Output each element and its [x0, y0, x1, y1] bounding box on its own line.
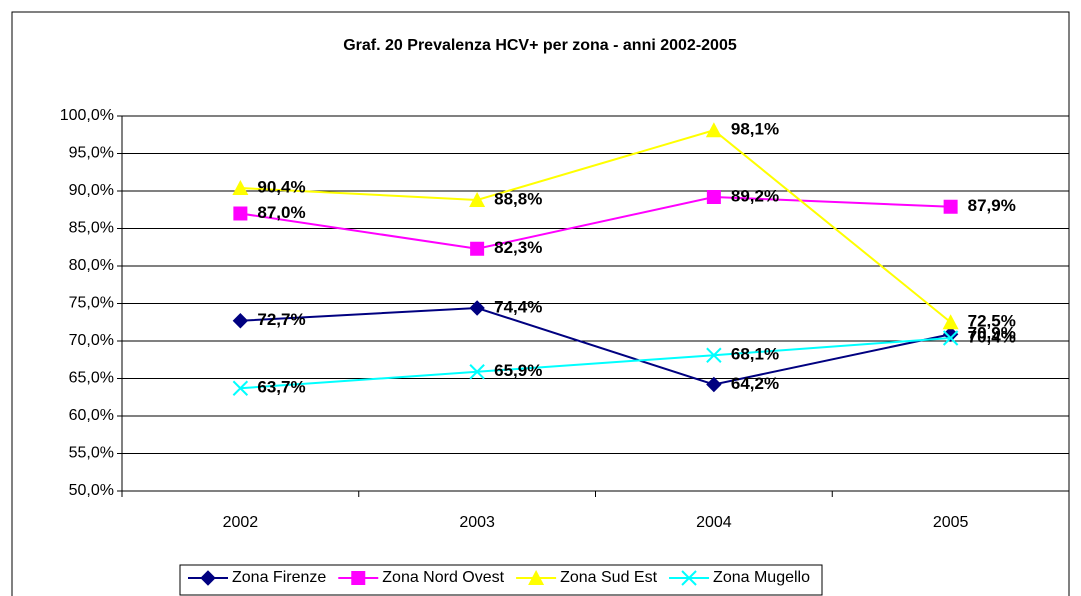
y-tick-label: 85,0%	[69, 220, 114, 237]
marker	[706, 190, 721, 204]
y-tick-label: 100,0%	[60, 107, 114, 124]
series: 87,0% 82,3% 89,2% 87,9%	[233, 186, 1016, 257]
y-tick-label: 80,0%	[69, 257, 114, 274]
y-tick-label: 65,0%	[69, 370, 114, 387]
value-label: 65,9%	[494, 361, 542, 380]
value-label: 82,3%	[494, 238, 542, 257]
marker	[469, 300, 485, 316]
marker	[942, 314, 959, 330]
series: 72,7% 74,4% 64,2% 70,9%	[232, 297, 1016, 393]
value-label: 64,2%	[731, 374, 779, 393]
marker	[469, 364, 485, 380]
x-tick-label: 2005	[933, 514, 969, 531]
marker	[943, 199, 958, 214]
series: 63,7% 65,9% 68,1% 70,4%	[232, 327, 1016, 397]
marker	[232, 313, 249, 329]
marker	[351, 571, 366, 585]
value-label: 63,7%	[257, 378, 305, 397]
value-label: 70,4%	[968, 327, 1016, 346]
legend-label: Zona Sud Est	[560, 569, 658, 586]
y-tick-label: 55,0%	[69, 445, 114, 462]
marker	[232, 380, 249, 396]
y-tick-label: 70,0%	[69, 332, 114, 349]
series-line	[240, 195, 951, 250]
value-label: 87,0%	[257, 203, 305, 222]
series-line	[240, 306, 951, 386]
marker	[469, 192, 486, 207]
value-label: 88,8%	[494, 189, 542, 208]
marker	[706, 376, 722, 393]
value-label: 70,9%	[968, 324, 1016, 343]
y-tick-label: 95,0%	[69, 145, 114, 162]
series: 90,4% 88,8% 98,1% 72,5%	[232, 120, 1016, 331]
marker	[233, 206, 248, 221]
y-tick-label: 50,0%	[69, 482, 114, 499]
x-tick-label: 2004	[696, 514, 732, 531]
value-label: 72,7%	[257, 310, 305, 329]
x-tick-label: 2003	[459, 514, 495, 531]
series-line	[240, 129, 952, 324]
marker	[681, 570, 697, 586]
marker	[200, 570, 216, 586]
x-tick-label: 2002	[223, 514, 259, 531]
value-label: 87,9%	[968, 196, 1016, 215]
chart-title: Graf. 20 Prevalenza HCV+ per zona - anni…	[343, 37, 737, 54]
marker	[942, 330, 959, 346]
legend-label: Zona Mugello	[713, 569, 810, 586]
y-tick-label: 75,0%	[69, 295, 114, 312]
y-tick-label: 90,0%	[69, 182, 114, 199]
value-label: 98,1%	[731, 120, 779, 139]
marker	[232, 180, 249, 195]
legend-label: Zona Nord Ovest	[382, 569, 504, 586]
marker	[706, 347, 722, 363]
marker	[470, 241, 485, 256]
value-label: 72,5%	[968, 312, 1016, 331]
value-label: 74,4%	[494, 297, 542, 316]
legend-box	[179, 564, 823, 596]
marker	[528, 570, 545, 585]
series-line	[240, 337, 951, 390]
value-label: 89,2%	[731, 186, 779, 205]
y-tick-label: 60,0%	[69, 407, 114, 424]
value-label: 68,1%	[731, 345, 779, 364]
value-label: 90,4%	[257, 177, 305, 196]
marker	[705, 122, 722, 138]
legend-label: Zona Firenze	[232, 569, 326, 586]
legend: Zona Firenze Zona Nord Ovest Zona Sud Est Z…	[179, 564, 823, 596]
